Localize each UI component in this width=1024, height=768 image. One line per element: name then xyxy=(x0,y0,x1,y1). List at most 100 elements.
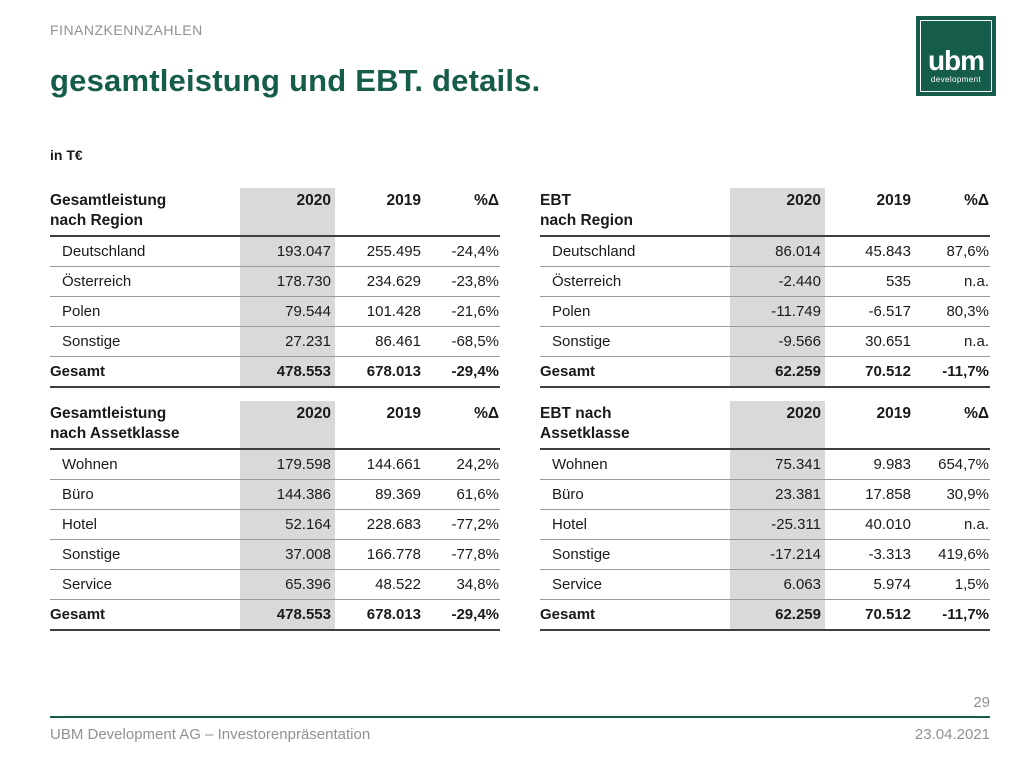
section-label: FINANZKENNZAHLEN xyxy=(50,22,203,38)
table-row: Österreich 178.730 234.629 -23,8% xyxy=(50,266,500,296)
column-header: 2020 xyxy=(240,401,335,449)
ubm-logo-subtext: development xyxy=(930,75,982,84)
cell-value: n.a. xyxy=(963,332,989,350)
row-label: Sonstige xyxy=(552,332,611,350)
table-row: Sonstige -9.566 30.651 n.a. xyxy=(540,326,990,356)
row-label: Wohnen xyxy=(552,455,608,473)
table-row: Sonstige -17.214 -3.313 419,6% xyxy=(540,539,990,569)
cell-value: 37.008 xyxy=(240,539,335,569)
table-row: Polen 79.544 101.428 -21,6% xyxy=(50,296,500,326)
unit-label: in T€ xyxy=(50,147,83,163)
column-header: 2019 xyxy=(386,405,421,422)
total-value: 70.512 xyxy=(865,605,911,623)
cell-value: -17.214 xyxy=(730,539,825,569)
cell-value: 80,3% xyxy=(946,302,989,320)
table-row: Österreich -2.440 535 n.a. xyxy=(540,266,990,296)
table-header-row: Gesamtleistung nach Region 2020 2019 %Δ xyxy=(50,188,500,236)
cell-value: 5.974 xyxy=(873,575,911,593)
row-label: Wohnen xyxy=(62,455,118,473)
column-header: %Δ xyxy=(474,192,499,209)
table-header-row: EBT nach Assetklasse 2020 2019 %Δ xyxy=(540,401,990,449)
cell-value: 61,6% xyxy=(456,485,499,503)
total-value: 478.553 xyxy=(240,356,335,387)
row-label: Deutschland xyxy=(62,242,146,260)
total-value: -11,7% xyxy=(942,362,989,380)
table-ebt-region: EBT nach Region 2020 2019 %Δ Deutschland 86.01… xyxy=(540,188,990,388)
total-label: Gesamt xyxy=(50,362,106,380)
column-header: 2019 xyxy=(386,192,421,209)
total-label: Gesamt xyxy=(540,362,596,380)
cell-value: -23,8% xyxy=(451,272,499,290)
row-label: Polen xyxy=(552,302,591,320)
cell-value: 535 xyxy=(885,272,911,290)
cell-value: 65.396 xyxy=(240,569,335,599)
row-label: Hotel xyxy=(62,515,98,533)
cell-value: 228.683 xyxy=(366,515,421,533)
cell-value: -24,4% xyxy=(451,242,499,260)
cell-value: -2.440 xyxy=(730,266,825,296)
row-label: Österreich xyxy=(552,272,622,290)
cell-value: -9.566 xyxy=(730,326,825,356)
row-label: Österreich xyxy=(62,272,132,290)
table-row: Hotel 52.164 228.683 -77,2% xyxy=(50,509,500,539)
total-value: 70.512 xyxy=(865,362,911,380)
cell-value: 48.522 xyxy=(375,575,421,593)
cell-value: 166.778 xyxy=(366,545,421,563)
cell-value: -6.517 xyxy=(868,302,911,320)
total-value: -29,4% xyxy=(451,362,499,380)
table-header-row: Gesamtleistung nach Assetklasse 2020 2019 %Δ xyxy=(50,401,500,449)
column-header: %Δ xyxy=(964,405,989,422)
cell-value: 27.231 xyxy=(240,326,335,356)
cell-value: -3.313 xyxy=(868,545,911,563)
table-ebt-assetklasse: EBT nach Assetklasse 2020 2019 %Δ Wohnen 75.34… xyxy=(540,401,990,631)
cell-value: 34,8% xyxy=(456,575,499,593)
table-total-row: Gesamt 62.259 70.512 -11,7% xyxy=(540,599,990,630)
cell-value: 45.843 xyxy=(865,242,911,260)
row-label: Service xyxy=(552,575,603,593)
table-title: EBT nach Region xyxy=(540,192,634,229)
footer-date: 23.04.2021 xyxy=(914,726,990,743)
row-label: Büro xyxy=(62,485,94,503)
cell-value: 17.858 xyxy=(865,485,911,503)
ubm-logo-frame: ubm development xyxy=(920,20,992,92)
row-label: Hotel xyxy=(552,515,588,533)
cell-value: 101.428 xyxy=(366,302,421,320)
cell-value: 23.381 xyxy=(730,479,825,509)
total-value: -29,4% xyxy=(451,605,499,623)
table-title: Gesamtleistung nach Region xyxy=(50,192,167,229)
cell-value: -77,8% xyxy=(451,545,499,563)
cell-value: n.a. xyxy=(963,515,989,533)
footer-text: UBM Development AG – Investorenpräsentat… xyxy=(50,726,371,743)
table-row: Sonstige 27.231 86.461 -68,5% xyxy=(50,326,500,356)
table-row: Service 65.396 48.522 34,8% xyxy=(50,569,500,599)
row-label: Sonstige xyxy=(62,545,121,563)
table-row: Service 6.063 5.974 1,5% xyxy=(540,569,990,599)
page-title: gesamtleistung und EBT. details. xyxy=(50,63,541,98)
table-row: Hotel -25.311 40.010 n.a. xyxy=(540,509,990,539)
column-header: 2020 xyxy=(730,188,825,236)
cell-value: -77,2% xyxy=(451,515,499,533)
cell-value: 9.983 xyxy=(873,455,911,473)
cell-value: 193.047 xyxy=(240,236,335,266)
cell-value: 178.730 xyxy=(240,266,335,296)
column-header: 2020 xyxy=(730,401,825,449)
ubm-logo-wordmark: ubm xyxy=(927,45,985,77)
cell-value: 40.010 xyxy=(865,515,911,533)
cell-value: 30.651 xyxy=(865,332,911,350)
row-label: Büro xyxy=(552,485,584,503)
row-label: Deutschland xyxy=(552,242,636,260)
row-label: Sonstige xyxy=(62,332,121,350)
table-row: Büro 144.386 89.369 61,6% xyxy=(50,479,500,509)
total-value: 678.013 xyxy=(366,605,421,623)
cell-value: 86.461 xyxy=(375,332,421,350)
cell-value: -21,6% xyxy=(451,302,499,320)
cell-value: 87,6% xyxy=(946,242,989,260)
cell-value: 144.661 xyxy=(366,455,421,473)
cell-value: 89.369 xyxy=(375,485,421,503)
table-total-row: Gesamt 478.553 678.013 -29,4% xyxy=(50,356,500,387)
cell-value: 234.629 xyxy=(366,272,421,290)
cell-value: 6.063 xyxy=(730,569,825,599)
table-row: Deutschland 86.014 45.843 87,6% xyxy=(540,236,990,266)
cell-value: 75.341 xyxy=(730,449,825,479)
